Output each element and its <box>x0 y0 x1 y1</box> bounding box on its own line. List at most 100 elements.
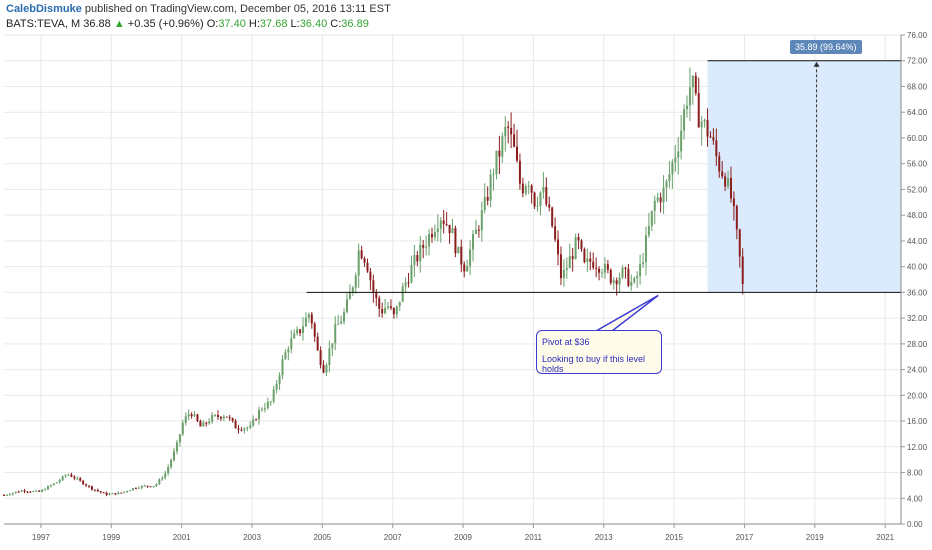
candle-body <box>164 473 167 478</box>
candle-body <box>518 160 521 184</box>
price-tick-label: 64.00 <box>907 108 928 117</box>
candle-body <box>175 442 178 452</box>
candle-body <box>8 494 11 496</box>
measure-range-box[interactable] <box>707 60 901 293</box>
candle-body <box>510 127 513 135</box>
low-value: 36.40 <box>299 18 328 30</box>
candle-body <box>111 493 114 495</box>
candle-body <box>392 308 395 315</box>
candle-body <box>557 239 560 255</box>
candle-body <box>331 343 334 349</box>
candle-body <box>108 493 111 496</box>
candle-body <box>137 487 140 489</box>
candle-body <box>545 186 548 205</box>
candle-body <box>410 264 413 283</box>
candle-body <box>249 425 252 428</box>
candle-body <box>680 130 683 152</box>
candle-body <box>202 422 205 427</box>
candle-body <box>35 490 38 492</box>
candle-body <box>20 490 23 492</box>
candle-body <box>146 485 149 487</box>
candle-body <box>58 480 61 483</box>
symbol-label[interactable]: BATS:TEVA, M <box>6 18 81 30</box>
candle-body <box>404 282 407 287</box>
time-tick-label: 2019 <box>806 533 824 542</box>
candle-body <box>284 352 287 360</box>
candle-body <box>601 272 603 274</box>
price-tick-label: 8.00 <box>907 469 923 478</box>
annotation-callout[interactable]: Pivot at $36 Looking to buy if this leve… <box>536 330 662 374</box>
candle-body <box>480 210 483 231</box>
candle-body <box>703 120 706 122</box>
candle-body <box>469 249 472 266</box>
candle-body <box>369 271 372 281</box>
candle-body <box>662 187 665 203</box>
low-label: L: <box>290 18 300 30</box>
candle-body <box>149 486 152 488</box>
price-tick-label: 52.00 <box>907 185 928 194</box>
candle-body <box>90 486 93 490</box>
candle-body <box>316 336 319 351</box>
candle-body <box>260 409 263 411</box>
price-tick-label: 12.00 <box>907 443 928 452</box>
price-tick-label: 28.00 <box>907 340 928 349</box>
candle-body <box>211 415 214 422</box>
candle-body <box>161 477 164 480</box>
candle-body <box>178 434 181 443</box>
candle-body <box>700 121 703 128</box>
candle-body <box>580 240 583 250</box>
reference-levels[interactable] <box>306 60 901 293</box>
candle-body <box>609 269 612 283</box>
candle-body <box>659 197 662 203</box>
candle-body <box>495 150 498 174</box>
author-link[interactable]: CalebDismuke <box>6 3 82 15</box>
candle-body <box>14 491 17 493</box>
time-tick-label: 2009 <box>454 533 472 542</box>
candle-body <box>598 268 601 273</box>
candle-body <box>52 483 55 486</box>
candle-body <box>398 301 401 307</box>
candle-body <box>293 333 296 339</box>
close-label: C: <box>330 18 342 30</box>
candle-body <box>533 192 536 207</box>
candle-body <box>281 359 284 376</box>
chart-header: CalebDismuke published on TradingView.co… <box>0 0 932 34</box>
candle-body <box>167 466 170 474</box>
candle-body <box>612 280 615 283</box>
candle-body <box>521 183 524 194</box>
candle-body <box>11 492 14 495</box>
price-tick-label: 76.00 <box>907 31 928 40</box>
candle-body <box>732 198 735 207</box>
candle-body <box>498 150 501 157</box>
time-tick-label: 1997 <box>32 533 50 542</box>
candle-body <box>49 485 52 487</box>
price-axis[interactable]: 76.00 72.00 68.00 64.00 60.00 56.00 52.00 48.00… <box>901 31 928 529</box>
candle-body <box>627 268 630 286</box>
candle-body <box>345 299 348 313</box>
candle-body <box>170 459 173 467</box>
candle-body <box>457 246 460 254</box>
candle-body <box>38 490 41 492</box>
time-tick-label: 2017 <box>736 533 754 542</box>
annotation-line-1: Pivot at $36 <box>542 337 590 347</box>
candle-body <box>304 317 307 327</box>
candle-body <box>234 420 237 429</box>
price-tick-label: 24.00 <box>907 366 928 375</box>
candle-body <box>715 140 718 157</box>
candle-body <box>515 146 518 161</box>
price-tick-label: 56.00 <box>907 160 928 169</box>
candle-body <box>428 233 431 247</box>
candle-body <box>665 181 668 188</box>
candle-body <box>196 414 199 422</box>
candle-body <box>656 197 659 201</box>
candle-body <box>228 417 231 419</box>
candle-body <box>354 275 357 288</box>
last-price: 36.88 <box>83 18 111 30</box>
candle-body <box>568 256 571 269</box>
candle-body <box>724 176 727 187</box>
time-axis[interactable]: 1997 1999 2001 2003 2005 2007 2009 2011 2013 2015… <box>32 524 895 542</box>
candle-body <box>381 308 384 314</box>
candle-body <box>55 482 58 484</box>
candle-body <box>583 249 586 263</box>
